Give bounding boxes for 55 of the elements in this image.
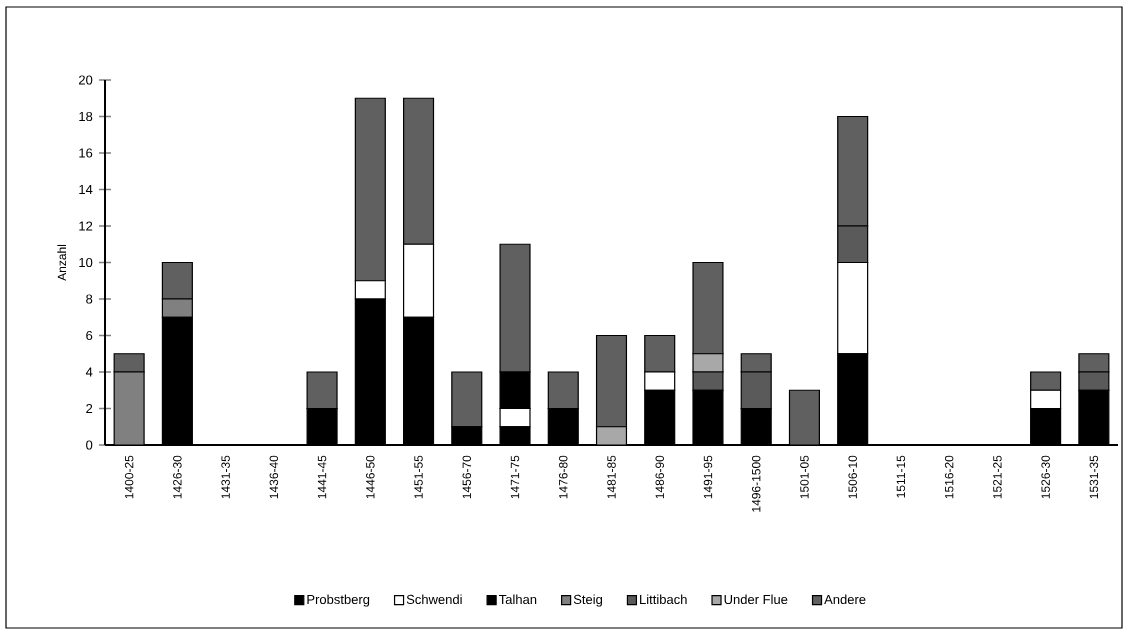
y-tick-label: 20	[79, 75, 93, 85]
y-tick-label: 6	[86, 330, 93, 341]
bar	[451, 371, 483, 428]
y-tick-label: 8	[86, 294, 93, 304]
bar	[113, 371, 145, 445]
bar	[595, 426, 628, 445]
bar	[161, 261, 193, 300]
y-tick-label: 2	[86, 403, 93, 414]
x-tick-label: 1451-55	[414, 455, 423, 499]
x-tick-label: 1441-45	[317, 455, 327, 499]
x-tick-label: 1521-25	[993, 455, 1002, 499]
x-tick-label: 1431-35	[221, 455, 230, 499]
bar	[644, 334, 676, 373]
bar	[161, 298, 193, 318]
bar	[499, 243, 531, 373]
x-tick-label: 1476-80	[559, 455, 568, 499]
x-tick-label: 1501-05	[800, 455, 809, 499]
x-tick-label: 1496-1500	[751, 455, 761, 512]
legend-label: Steig	[573, 594, 602, 607]
legend-label: Under Flue	[724, 594, 788, 605]
x-tick-label: 1506-10	[848, 455, 857, 499]
legend-label: Talhan	[499, 594, 537, 605]
bar	[788, 389, 820, 445]
bar	[547, 371, 579, 410]
legend-label: Littibach	[640, 594, 687, 605]
y-tick-label: 0	[86, 440, 93, 450]
bar	[595, 334, 628, 428]
y-axis-title: Anzahl	[57, 244, 67, 281]
bar	[692, 261, 724, 355]
x-tick-label: 1446-50	[366, 455, 375, 499]
x-tick-label: 1456-70	[462, 455, 472, 499]
y-tick-label: 18	[79, 111, 93, 122]
x-tick-label: 1526-30	[1041, 455, 1050, 499]
legend-label: Andere	[824, 594, 866, 605]
y-tick-label: 10	[79, 257, 93, 268]
x-tick-label: 1531-35	[1089, 455, 1099, 499]
bar	[403, 97, 435, 245]
y-tick-label: 4	[85, 367, 93, 377]
y-tick-label: 14	[79, 185, 93, 194]
y-tick-label: 12	[79, 221, 93, 231]
bar	[306, 371, 338, 410]
bar	[354, 97, 386, 282]
x-tick-label: 1516-20	[944, 455, 954, 499]
x-tick-label: 1436-40	[269, 455, 279, 499]
x-tick-label: 1481-85	[607, 455, 616, 499]
x-tick-label: 1486-90	[655, 455, 664, 499]
x-tick-label: 1400-25	[124, 455, 134, 499]
legend-label: Schwendi	[406, 594, 462, 605]
x-tick-label: 1511-15	[896, 455, 906, 498]
legend-label: Probstberg	[307, 594, 370, 607]
x-tick-label: 1491-95	[703, 455, 713, 499]
x-tick-label: 1471-75	[510, 455, 520, 499]
y-tick-label: 16	[79, 148, 93, 158]
x-tick-label: 1426-30	[173, 455, 182, 499]
bar	[1030, 371, 1062, 391]
